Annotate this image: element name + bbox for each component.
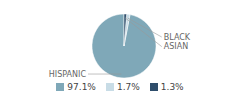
svg-text:BLACK: BLACK bbox=[164, 33, 191, 42]
html-text:97.1%: 97.1% bbox=[67, 82, 96, 92]
html-text:1.3%: 1.3% bbox=[160, 82, 184, 92]
svg-text:ASIAN: ASIAN bbox=[164, 42, 188, 51]
html-text:1.7%: 1.7% bbox=[116, 82, 140, 92]
svg-text:HISPANIC: HISPANIC bbox=[49, 70, 87, 79]
